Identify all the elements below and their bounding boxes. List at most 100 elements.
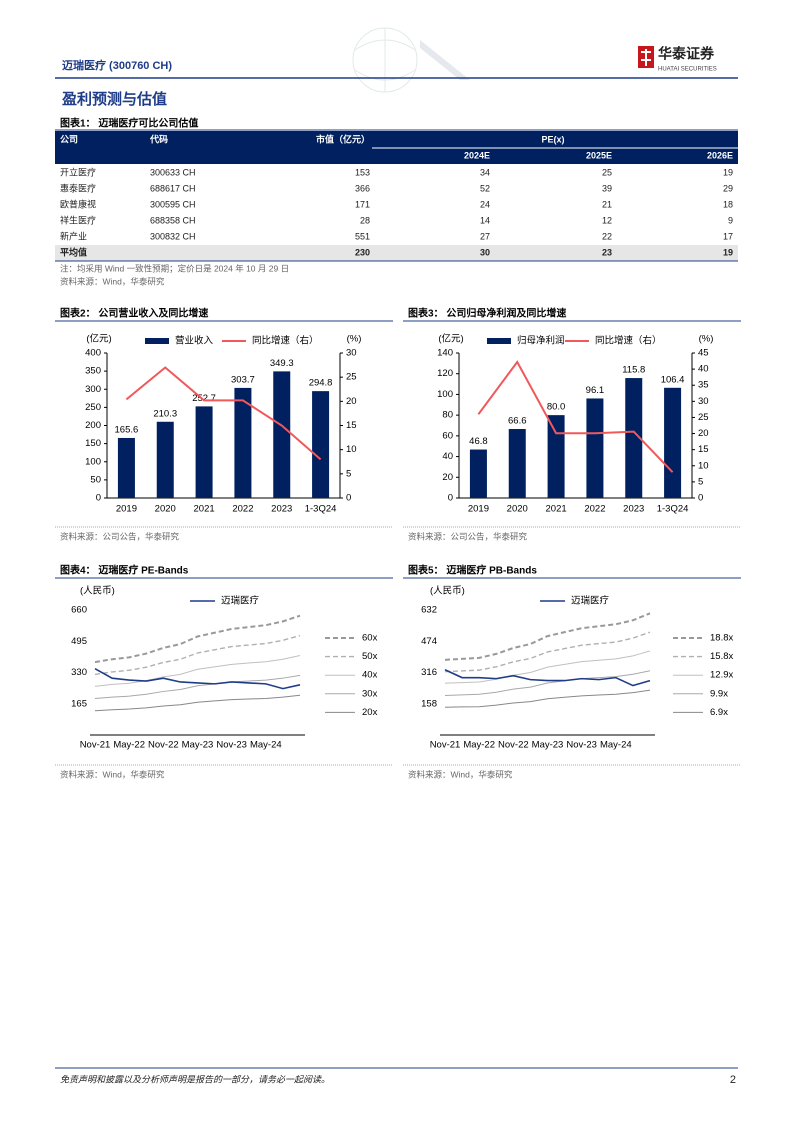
- y-tick-label: 140: [437, 348, 453, 359]
- series-line: [444, 670, 651, 696]
- x-tick-label: 2023: [623, 504, 644, 515]
- y-tick-label: 100: [85, 456, 101, 467]
- table-cell: 688617 CH: [150, 183, 196, 193]
- series-line: [94, 668, 301, 690]
- table-caption: 图表1： 迈瑞医疗可比公司估值: [60, 117, 198, 130]
- value-label: 165.6: [115, 424, 139, 435]
- x-tick-label: 2022: [232, 504, 253, 515]
- y-tick-label: 330: [71, 667, 87, 678]
- x-tick-label: Nov-22: [148, 740, 179, 751]
- average-cell: 19: [723, 247, 733, 257]
- bar: [117, 437, 135, 498]
- series-line: [444, 650, 651, 684]
- y2-tick-label: 30: [698, 396, 709, 407]
- bar: [508, 429, 526, 498]
- page-number: 2: [730, 1074, 736, 1086]
- y2-tick-label: 5: [698, 476, 703, 487]
- x-tick-label: 1-3Q24: [305, 504, 337, 515]
- y-tick-label: 150: [85, 438, 101, 449]
- value-label: 96.1: [586, 385, 605, 396]
- y2-tick-label: 30: [346, 348, 357, 359]
- bar: [469, 449, 487, 498]
- y-axis-label: (亿元): [438, 333, 463, 345]
- value-label: 303.7: [231, 374, 255, 385]
- y2-tick-label: 15: [698, 444, 709, 455]
- y-tick-label: 120: [437, 368, 453, 379]
- x-tick-label: Nov-21: [80, 740, 111, 751]
- y-tick-label: 660: [71, 605, 87, 616]
- series-line: [94, 654, 301, 687]
- x-tick-label: 2022: [584, 504, 605, 515]
- legend-swatch: [145, 338, 169, 344]
- series-line: [444, 612, 651, 661]
- bar: [156, 421, 174, 498]
- average-cell: 30: [480, 247, 490, 257]
- logo-english: HUATAI SECURITIES: [658, 67, 717, 73]
- y2-axis-label: (%): [347, 334, 362, 345]
- table-cell: 551: [355, 231, 370, 241]
- legend-label: 18.8x: [710, 633, 733, 644]
- value-label: 349.3: [270, 358, 294, 369]
- disclaimer: 免责声明和披露以及分析师声明是报告的一部分，请务必一起阅读。: [60, 1074, 330, 1084]
- y2-tick-label: 25: [346, 372, 357, 383]
- growth-line: [125, 366, 322, 461]
- series-line: [444, 631, 651, 673]
- legend-label: 30x: [362, 688, 378, 699]
- y-tick-label: 350: [85, 366, 101, 377]
- table-cell: 153: [355, 167, 370, 177]
- table-cell: 25: [602, 167, 612, 177]
- y2-tick-label: 10: [698, 460, 709, 471]
- table-cell: 366: [355, 183, 370, 193]
- table-cell: 27: [480, 231, 490, 241]
- y2-tick-label: 45: [698, 348, 709, 359]
- value-label: 252.7: [192, 393, 216, 404]
- y-tick-label: 40: [442, 451, 453, 462]
- chart-source: 资料来源：Wind，华泰研究: [408, 769, 513, 779]
- x-tick-label: Nov-23: [566, 740, 597, 751]
- x-tick-label: 2023: [271, 504, 292, 515]
- table-cell: 14: [480, 215, 490, 225]
- chart-source: 资料来源：公司公告，华泰研究: [60, 531, 180, 541]
- header-decoration: [352, 27, 470, 93]
- chart-title: 图表5： 迈瑞医疗 PB-Bands: [408, 564, 537, 577]
- y-tick-label: 165: [71, 698, 87, 709]
- bar: [273, 371, 291, 498]
- value-label: 106.4: [661, 374, 685, 385]
- legend-label: 同比增速（右）: [595, 335, 662, 347]
- y-tick-label: 0: [448, 493, 453, 504]
- table-cell: 24: [480, 199, 490, 209]
- x-tick-label: 2020: [155, 504, 176, 515]
- table-cell: 9: [728, 215, 733, 225]
- chart-title: 图表2： 公司营业收入及同比增速: [60, 307, 208, 320]
- y2-tick-label: 0: [698, 493, 703, 504]
- y-tick-label: 50: [90, 474, 101, 485]
- y-tick-label: 400: [85, 348, 101, 359]
- value-label: 66.6: [508, 416, 527, 427]
- legend-label: 60x: [362, 633, 378, 644]
- year-header: 2025E: [586, 150, 612, 160]
- table-source: 资料来源：Wind，华泰研究: [60, 276, 165, 286]
- y-axis-label: (人民币): [430, 586, 465, 597]
- x-tick-label: 2019: [116, 504, 137, 515]
- legend-label: 迈瑞医疗: [571, 595, 610, 607]
- y-tick-label: 60: [442, 430, 453, 441]
- table-cell: 688358 CH: [150, 215, 196, 225]
- bar: [664, 387, 682, 498]
- table-note: 注：均采用 Wind 一致性预期；定价日是 2024 年 10 月 29 日: [60, 263, 289, 273]
- value-label: 210.3: [153, 408, 177, 419]
- table-cell: 21: [602, 199, 612, 209]
- year-header: 2026E: [707, 150, 733, 160]
- y-tick-label: 158: [421, 698, 437, 709]
- x-tick-label: Nov-23: [216, 740, 247, 751]
- legend-label: 50x: [362, 651, 378, 662]
- legend-label: 9.9x: [710, 688, 728, 699]
- x-tick-label: 2020: [507, 504, 528, 515]
- x-tick-label: May-24: [600, 740, 632, 751]
- y2-axis-label: (%): [699, 334, 714, 345]
- value-label: 294.8: [309, 378, 333, 389]
- legend-label: 6.9x: [710, 707, 728, 718]
- series-line: [444, 669, 651, 687]
- x-tick-label: May-24: [250, 740, 282, 751]
- section-title: 盈利预测与估值: [61, 90, 167, 108]
